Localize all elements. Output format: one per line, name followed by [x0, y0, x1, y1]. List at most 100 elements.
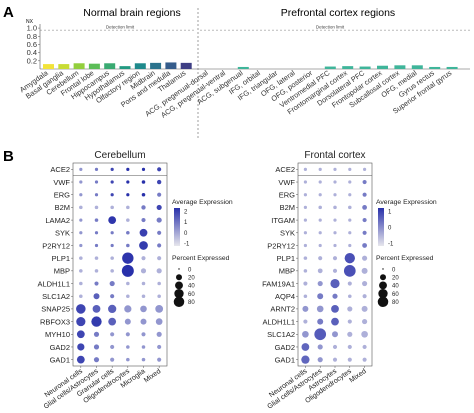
- legend-pct-dot: [380, 274, 386, 281]
- dot: [303, 281, 308, 286]
- bar-pfc-region: [394, 65, 406, 69]
- dot: [77, 343, 85, 351]
- legend-pct-tick: 40: [188, 284, 195, 290]
- dot: [347, 357, 352, 362]
- dot: [126, 345, 130, 349]
- legend-colorbar: [378, 208, 384, 246]
- dot: [332, 357, 338, 362]
- bar-pfc-region: [411, 65, 423, 69]
- bar-pfc-region: [359, 66, 371, 69]
- dot: [93, 357, 100, 363]
- dot: [79, 281, 83, 286]
- legend-pct-dot: [176, 274, 182, 281]
- dot: [79, 167, 83, 171]
- dot: [141, 281, 146, 286]
- legend-pct-dot: [382, 268, 384, 270]
- dot: [126, 294, 130, 298]
- dot: [125, 332, 130, 337]
- legend-pct-title: Percent Expressed: [376, 255, 434, 262]
- dot: [76, 355, 85, 364]
- dot: [348, 180, 352, 184]
- dot: [108, 304, 117, 314]
- dot: [333, 167, 337, 171]
- dot: [317, 357, 323, 363]
- dot: [94, 180, 99, 184]
- y-tick-label: 0.8: [27, 32, 37, 41]
- dot: [141, 218, 146, 223]
- gene-label: GAD1: [275, 355, 295, 364]
- legend-pct-tick: 60: [392, 292, 399, 298]
- dot: [303, 243, 307, 248]
- legend-avg-tick: -1: [388, 242, 394, 248]
- dot: [361, 267, 368, 274]
- dot: [317, 293, 324, 300]
- dot: [333, 193, 337, 197]
- bars: [43, 62, 458, 69]
- dot: [110, 332, 115, 337]
- bar-pfc-region: [324, 66, 336, 69]
- right-title: Prefrontal cortex regions: [281, 7, 395, 19]
- dot: [155, 318, 163, 325]
- dot: [347, 306, 353, 312]
- legend-avg-tick: -1: [184, 242, 190, 248]
- legend-pct-dot: [174, 288, 184, 299]
- bar-brain-region: [165, 62, 177, 69]
- gene-label: SLC1A2: [42, 292, 70, 301]
- gene-label: B2M: [55, 203, 70, 212]
- dot: [126, 180, 130, 184]
- dot: [157, 294, 161, 298]
- dot: [361, 305, 368, 312]
- gene-label: ERG: [279, 191, 295, 200]
- y-tick-label: 0.2: [27, 56, 37, 65]
- dot: [110, 294, 115, 299]
- dot: [157, 243, 162, 248]
- legend-avg-tick: 1: [388, 210, 392, 216]
- dot: [110, 357, 115, 362]
- dot: [79, 269, 83, 273]
- legend-avg-tick: 2: [184, 210, 188, 216]
- dot: [156, 217, 162, 223]
- dot: [139, 228, 148, 237]
- dot: [110, 205, 114, 210]
- dot: [318, 180, 322, 184]
- gene-label: SNAP25: [41, 305, 70, 314]
- dot: [108, 216, 117, 224]
- legend-pct-tick: 80: [188, 300, 195, 306]
- dot: [79, 243, 83, 248]
- dot: [317, 268, 323, 274]
- dot: [362, 230, 367, 235]
- gene-label: ALDH1L1: [262, 317, 295, 326]
- gene-label: AQP4: [275, 292, 295, 301]
- dot: [303, 269, 308, 273]
- dot: [94, 193, 99, 197]
- dot: [343, 264, 356, 277]
- dot: [126, 193, 130, 197]
- dot: [156, 331, 162, 337]
- bar-brain-region: [134, 63, 146, 69]
- panel-label-b: B: [3, 148, 14, 165]
- dot: [110, 193, 114, 197]
- dot: [330, 278, 340, 289]
- dot: [157, 192, 162, 197]
- dot: [126, 167, 130, 171]
- dot: [79, 231, 83, 235]
- dot: [347, 344, 352, 350]
- dot: [303, 205, 307, 210]
- dot: [362, 243, 367, 248]
- dot: [301, 355, 310, 364]
- threshold-label-right: Detection limit: [316, 25, 345, 30]
- dot: [348, 294, 352, 298]
- dot: [94, 205, 99, 210]
- dot: [362, 255, 368, 261]
- dot: [362, 205, 367, 210]
- cell-type-label: Mixed: [348, 368, 367, 385]
- dot: [94, 218, 99, 222]
- legend-pct-tick: 60: [188, 292, 195, 298]
- dot: [303, 231, 307, 235]
- gene-label: VWF: [53, 178, 70, 187]
- gene-label: P2RY12: [42, 241, 70, 250]
- dot: [141, 256, 146, 261]
- dot: [303, 319, 308, 324]
- dot: [303, 167, 307, 171]
